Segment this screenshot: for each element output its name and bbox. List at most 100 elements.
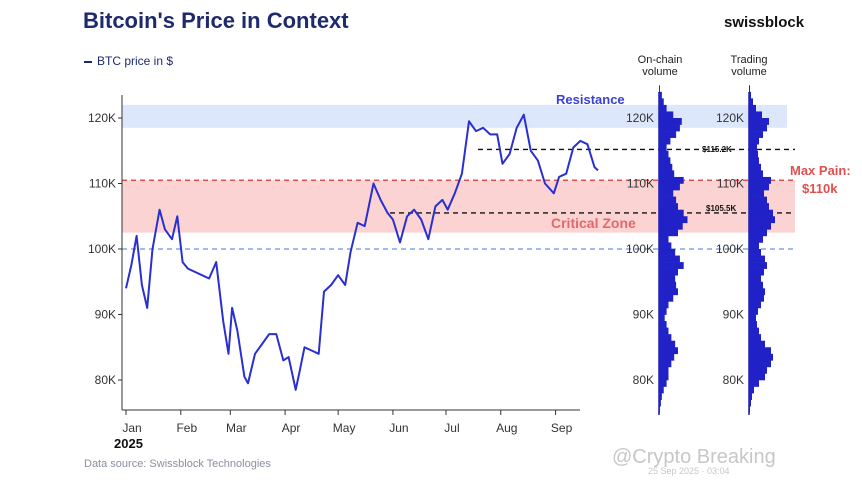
onchain-volume-bar: [659, 321, 667, 328]
onchain-volume-bar: [659, 170, 675, 178]
onchain-volume-bar: [659, 137, 671, 145]
trading-volume-bar: [749, 393, 752, 400]
trading-volume-bar: [749, 255, 765, 263]
x-year-label: 2025: [114, 436, 143, 451]
data-source-note: Data source: Swissblock Technologies: [84, 458, 271, 470]
trading-volume-bar: [749, 301, 761, 309]
onchain-volume-bar: [659, 157, 671, 165]
onchain-volume-tick-label: 90K: [633, 308, 654, 322]
x-tick-label: Apr: [282, 421, 301, 435]
trading-volume-bar: [749, 380, 759, 387]
onchain-volume-bar: [659, 131, 677, 138]
onchain-volume-bar: [659, 196, 677, 204]
onchain-volume-bar: [659, 216, 688, 224]
x-tick-label: Jan: [122, 421, 141, 435]
onchain-volume-bar: [659, 163, 673, 171]
onchain-volume-bar: [659, 288, 678, 296]
trading-volume-bar: [749, 98, 753, 106]
trading-volume-bar: [749, 203, 769, 210]
trading-volume-bar: [749, 307, 758, 315]
trading-volume-bar: [749, 262, 767, 269]
trading-volume-bar: [749, 196, 767, 204]
trading-volume-bar: [749, 176, 771, 184]
trading-volume-bar: [749, 229, 767, 237]
trading-volume-bar: [749, 216, 775, 224]
onchain-volume-bar: [659, 85, 660, 93]
trading-volume-bar: [749, 91, 751, 99]
onchain-volume-tick-label: 110K: [627, 177, 654, 191]
trading-volume-bar: [749, 321, 757, 328]
onchain-volume-bar: [659, 209, 684, 217]
legend-entry: BTC price in $: [84, 54, 173, 68]
trading-volume-bar: [749, 327, 759, 335]
max-pain-label: Max Pain:: [790, 163, 851, 178]
x-tick-label: Feb: [176, 421, 197, 435]
trading-volume-bar: [749, 314, 756, 322]
onchain-volume-bar: [659, 327, 669, 335]
trading-volume-bar: [749, 170, 763, 178]
y-tick-label: 120K: [88, 111, 116, 125]
level-105k-label: $105.5K: [706, 204, 736, 213]
trading-volume-bar: [749, 288, 765, 296]
trading-volume-tick-label: 120K: [716, 111, 744, 125]
legend-line-icon: [84, 60, 92, 63]
trading-volume-bar: [749, 386, 754, 394]
onchain-volume-bar: [659, 242, 672, 250]
onchain-volume-bar: [659, 91, 662, 99]
x-tick-label: Jul: [444, 421, 459, 435]
trading-volume-bar: [749, 131, 763, 138]
onchain-volume-bar: [659, 366, 669, 374]
trading-volume-bar: [749, 190, 764, 197]
onchain-volume-bar: [659, 229, 678, 237]
onchain-volume-bar: [659, 386, 664, 394]
onchain-volume-bar: [659, 176, 684, 184]
trading-volume-bar: [749, 406, 750, 414]
onchain-volume-bar: [659, 406, 660, 414]
watermark: @Crypto Breaking: [612, 446, 776, 468]
x-tick-label: Mar: [226, 421, 247, 435]
trading-volume-bar: [749, 144, 757, 152]
onchain-volume-bar: [659, 144, 667, 152]
max-pain-value: $110k: [802, 181, 838, 196]
onchain-volume-bar: [659, 307, 667, 315]
onchain-volume-bar: [659, 399, 661, 407]
trading-volume-bar: [749, 235, 763, 243]
onchain-volume-bar: [659, 294, 674, 302]
trading-volume-bar: [749, 334, 761, 341]
onchain-volume-bar: [659, 301, 669, 309]
x-tick-label: Jun: [389, 421, 408, 435]
trading-volume-bar: [749, 353, 773, 361]
onchain-volume-bar: [659, 314, 665, 322]
onchain-volume-bar: [659, 235, 669, 243]
trading-volume-bar: [749, 124, 767, 132]
trading-volume-bar: [749, 209, 773, 217]
x-tick-label: Aug: [496, 421, 517, 435]
onchain-volume-bar: [659, 393, 662, 400]
trading-volume-bar: [749, 268, 764, 276]
trading-volume-bar: [749, 275, 761, 283]
trading-volume-bar: [749, 163, 761, 171]
trading-volume-tick-label: 90K: [723, 308, 744, 322]
trading-volume-bar: [749, 222, 771, 230]
onchain-volume-bar: [659, 104, 667, 112]
onchain-volume-tick-label: 120K: [626, 111, 654, 125]
watermark-date: 25 Sep 2025 · 03:04: [648, 466, 730, 476]
onchain-volume-tick-label: 100K: [626, 242, 654, 256]
onchain-volume-bar: [659, 255, 680, 263]
onchain-volume-tick-label: 80K: [633, 373, 654, 387]
x-tick-label: May: [333, 421, 356, 435]
trading-volume-bar: [749, 242, 759, 250]
onchain-volume-bar: [659, 360, 672, 368]
trading-volume-bar: [749, 111, 762, 119]
onchain-volume-bar: [659, 183, 680, 191]
trading-volume-tick-label: 110K: [717, 177, 744, 191]
onchain-volume-bar: [659, 98, 664, 106]
onchain-volume-title: On-chain volume: [637, 54, 683, 78]
onchain-volume-bar: [659, 275, 676, 283]
page-title: Bitcoin's Price in Context: [83, 8, 349, 33]
y-tick-label: 110K: [89, 177, 116, 191]
onchain-volume-bar: [659, 268, 678, 276]
onchain-volume-bar: [659, 353, 675, 361]
onchain-volume-bar: [659, 203, 678, 210]
